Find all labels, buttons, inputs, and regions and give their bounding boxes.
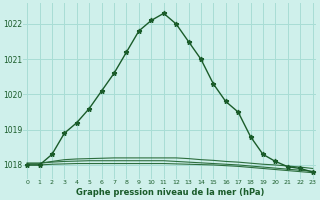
X-axis label: Graphe pression niveau de la mer (hPa): Graphe pression niveau de la mer (hPa) xyxy=(76,188,264,197)
